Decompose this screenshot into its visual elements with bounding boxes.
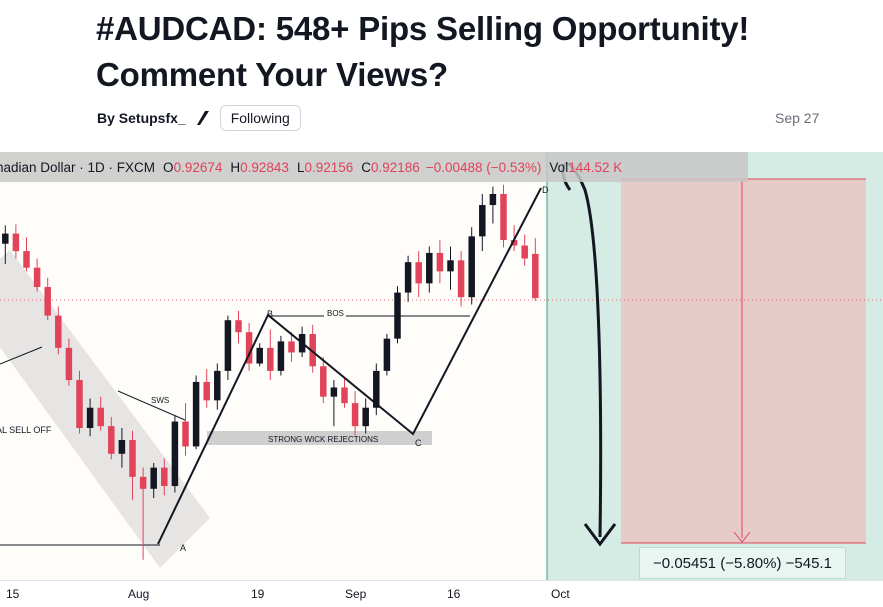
bearish-candle <box>161 467 168 487</box>
bearish-candle <box>245 332 253 364</box>
author-name[interactable]: By Setupsfx_ <box>97 110 186 126</box>
close-label: C <box>361 159 372 175</box>
low-value: 0.92156 <box>304 159 354 175</box>
bos-label-bg <box>324 308 346 318</box>
sws-label: SWS <box>151 396 169 405</box>
candles <box>2 184 539 560</box>
bullish-candle <box>256 347 263 364</box>
time-tick-label: Sep <box>345 587 367 601</box>
bullish-candle <box>330 387 338 397</box>
symbol-info[interactable]: nadian Dollar · 1D · FXCM <box>0 159 156 175</box>
bearish-candle <box>500 193 507 241</box>
point-d-label: D <box>542 185 549 195</box>
bearish-candle <box>267 347 274 371</box>
open-label: O <box>163 159 174 175</box>
point-a-label: A <box>180 543 186 553</box>
bearish-candle <box>309 334 316 367</box>
bullish-candle <box>468 236 475 298</box>
bearish-candle <box>12 233 20 252</box>
chart-canvas[interactable]: AL SELL OFF SWS STRONG WICK REJECTIONS B… <box>0 152 883 606</box>
selloff-marker-line <box>0 346 43 365</box>
point-c-label: C <box>415 438 422 448</box>
bearish-candle <box>436 252 444 272</box>
high-value: 0.92843 <box>240 159 289 175</box>
bearish-candle <box>97 407 104 427</box>
point-b-label: B <box>267 309 273 319</box>
bearish-candle <box>320 366 327 397</box>
position-target-zone[interactable] <box>621 179 866 543</box>
bullish-candle <box>2 233 9 244</box>
time-tick-label: 15 <box>6 587 20 601</box>
price-chart[interactable]: AL SELL OFF SWS STRONG WICK REJECTIONS B… <box>0 152 883 606</box>
bearish-candle <box>139 476 147 489</box>
wick-rejection-zone <box>207 431 432 445</box>
projection-arrowhead <box>583 523 617 547</box>
pen-icon <box>196 110 210 126</box>
bearish-candle <box>415 262 422 284</box>
ohlc-legend: nadian Dollar · 1D · FXCM O 0.92674 H 0.92… <box>0 152 748 182</box>
bearish-candle <box>65 347 73 381</box>
bullish-candle <box>192 381 200 447</box>
abcd-pattern-line <box>157 187 542 545</box>
bullish-candle <box>394 292 401 339</box>
bearish-candle <box>235 320 242 333</box>
time-tick-label: Aug <box>128 587 150 601</box>
bullish-candle <box>171 421 179 487</box>
bearish-candle <box>457 260 465 298</box>
bearish-candle <box>129 439 136 477</box>
bullish-candle <box>150 467 157 489</box>
position-target-arrow <box>733 531 751 543</box>
post-date: Sep 27 <box>775 110 820 126</box>
bullish-candle <box>224 320 232 371</box>
volume-label: Vol <box>549 159 569 175</box>
following-button[interactable]: Following <box>219 105 301 131</box>
bullish-candle <box>383 338 391 371</box>
wick-rejection-label: STRONG WICK REJECTIONS <box>268 435 378 444</box>
low-label: L <box>296 159 305 175</box>
bearish-candle <box>341 387 348 404</box>
open-value: 0.92674 <box>173 159 223 175</box>
bullish-candle <box>489 193 497 206</box>
author-row: By Setupsfx_ Following <box>97 104 301 132</box>
time-axis[interactable]: 15 Aug 19 Sep 16 Oct <box>0 580 883 607</box>
bearish-candle <box>23 251 30 268</box>
bearish-candle <box>44 287 51 316</box>
bearish-candle <box>532 253 539 299</box>
bearish-candle <box>203 381 210 401</box>
bearish-candle <box>288 341 295 353</box>
bearish-candle <box>33 267 41 288</box>
time-tick-label: Oct <box>551 587 570 601</box>
bullish-candle <box>373 370 380 408</box>
close-value: 0.92186 <box>371 159 420 175</box>
high-label: H <box>230 159 241 175</box>
bearish-candle <box>351 403 359 427</box>
change-value: −0.00488 (−0.53%) <box>425 159 542 175</box>
sws-structure <box>117 390 186 421</box>
bearish-candle <box>521 245 528 259</box>
bullish-candle <box>479 205 486 237</box>
volume-value: 144.52 K <box>568 159 623 175</box>
bullish-candle <box>426 252 433 284</box>
bearish-candle <box>510 240 518 246</box>
bearish-candle <box>76 380 83 428</box>
time-tick-label: 16 <box>447 587 461 601</box>
selloff-label: AL SELL OFF <box>0 425 52 435</box>
position-readout: −0.05451 (−5.80%) −545.1 <box>639 547 846 579</box>
bos-label: BOS <box>327 309 344 318</box>
bearish-candle <box>108 426 115 454</box>
bearish-candle <box>55 315 62 348</box>
time-tick-label: 19 <box>251 587 265 601</box>
bullish-candle <box>447 260 454 272</box>
bullish-candle <box>214 370 221 401</box>
bullish-candle <box>277 341 285 371</box>
bullish-candle <box>118 439 126 454</box>
bullish-candle <box>86 407 94 428</box>
bullish-candle <box>404 262 412 293</box>
post-title: #AUDCAD: 548+ Pips Selling Opportunity! … <box>96 10 750 93</box>
bearish-candle <box>182 421 189 447</box>
bullish-candle <box>362 407 369 427</box>
selloff-channel <box>0 250 210 568</box>
